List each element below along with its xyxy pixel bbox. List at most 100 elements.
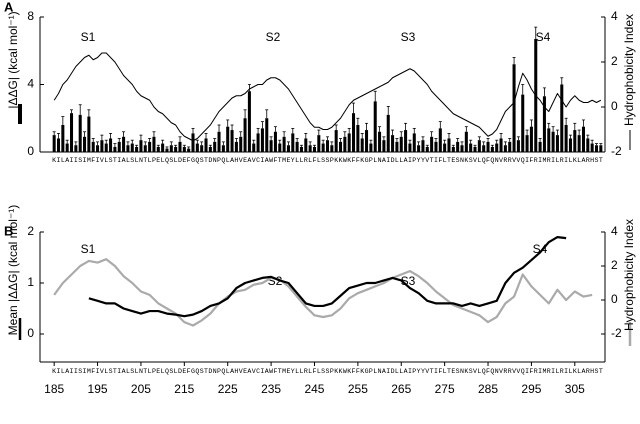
residue-letter: S bbox=[200, 157, 204, 164]
residue-letter: A bbox=[65, 368, 69, 375]
bar bbox=[404, 130, 408, 152]
bar bbox=[338, 141, 343, 152]
residue-letter: V bbox=[100, 157, 104, 164]
bar bbox=[495, 143, 499, 152]
residue-letter: W bbox=[269, 157, 273, 164]
bar bbox=[304, 138, 308, 152]
residue-letter: R bbox=[547, 157, 551, 164]
residue-letter: R bbox=[503, 368, 507, 375]
bar bbox=[369, 143, 373, 152]
residue-letter: P bbox=[369, 368, 373, 375]
residue-letter: S bbox=[109, 157, 113, 164]
residue-letter: I bbox=[434, 368, 438, 375]
x-tick-label: 225 bbox=[218, 382, 238, 396]
bar bbox=[469, 143, 473, 152]
bar bbox=[373, 101, 377, 152]
residue-letter: E bbox=[182, 368, 186, 375]
residue-letter: W bbox=[343, 368, 347, 375]
x-tick-label: 195 bbox=[88, 382, 108, 396]
y2-tick-label: 0 bbox=[611, 292, 618, 306]
line bbox=[53, 52, 602, 142]
bar bbox=[165, 148, 169, 152]
bar bbox=[247, 91, 251, 152]
bar bbox=[451, 146, 455, 152]
residue-letter: D bbox=[391, 157, 395, 164]
bar bbox=[564, 125, 568, 152]
residue-letter: L bbox=[317, 368, 321, 375]
residue-letter: A bbox=[230, 368, 234, 375]
residue-letter: R bbox=[534, 368, 538, 375]
residue-letter: S bbox=[130, 157, 134, 164]
residue-letter: M bbox=[282, 157, 286, 164]
residue-letter: L bbox=[295, 157, 299, 164]
residue-letter: E bbox=[243, 368, 247, 375]
residue-letter: K bbox=[347, 368, 351, 375]
residue-letter: L bbox=[555, 157, 559, 164]
bar bbox=[347, 133, 351, 152]
residue-letter: L bbox=[226, 368, 230, 375]
residue-letter: P bbox=[217, 157, 221, 164]
residue-letter: A bbox=[382, 157, 386, 164]
residue-letter: D bbox=[208, 157, 212, 164]
residue-letter: L bbox=[477, 157, 481, 164]
residue-letter: R bbox=[304, 368, 308, 375]
residue-letter: Y bbox=[291, 368, 295, 375]
residue-letter: L bbox=[399, 368, 403, 375]
bar bbox=[169, 145, 173, 152]
residue-letter: R bbox=[560, 368, 564, 375]
residue-letter: M bbox=[87, 157, 91, 164]
residue-letter: Y bbox=[417, 368, 421, 375]
bar bbox=[486, 141, 490, 152]
residue-letter: Q bbox=[521, 157, 525, 164]
residue-letter: Y bbox=[291, 157, 295, 164]
y-tick-label: 1 bbox=[27, 275, 34, 289]
residue-letter: I bbox=[408, 368, 412, 375]
residue-letter: I bbox=[74, 368, 78, 375]
x-tick-label: 205 bbox=[131, 382, 151, 396]
residue-letter: V bbox=[252, 157, 256, 164]
residue-letter: S bbox=[200, 368, 204, 375]
bar bbox=[312, 146, 317, 152]
bar bbox=[599, 145, 603, 152]
bar bbox=[195, 143, 199, 152]
residue-letter: R bbox=[534, 157, 538, 164]
bar bbox=[117, 141, 121, 152]
bar bbox=[547, 128, 551, 152]
residue-letter: K bbox=[52, 368, 56, 375]
residue-letter: V bbox=[512, 368, 516, 375]
bar bbox=[187, 148, 191, 152]
residue-letter: F bbox=[486, 157, 490, 164]
residue-letter: I bbox=[538, 368, 542, 375]
residue-letter: L bbox=[373, 157, 377, 164]
bar bbox=[551, 131, 555, 152]
residue-letter: L bbox=[555, 368, 559, 375]
residue-letter: K bbox=[347, 157, 351, 164]
residue-letter: R bbox=[304, 157, 308, 164]
x-tick-label: 235 bbox=[261, 382, 281, 396]
bar bbox=[382, 140, 386, 152]
bar bbox=[200, 145, 204, 152]
residue-letter: D bbox=[208, 368, 212, 375]
residue-letter: G bbox=[365, 157, 369, 164]
residue-letter: I bbox=[57, 157, 61, 164]
residue-letter: A bbox=[404, 157, 408, 164]
bar bbox=[417, 145, 421, 152]
residue-letter: L bbox=[568, 157, 572, 164]
residue-letter: L bbox=[568, 368, 572, 375]
residue-letter: Y bbox=[421, 157, 425, 164]
y-tick-label: 0 bbox=[27, 326, 34, 340]
residue-letter: I bbox=[434, 157, 438, 164]
bar bbox=[356, 125, 360, 152]
residue-letter: V bbox=[100, 368, 104, 375]
bar bbox=[360, 138, 364, 152]
residue-letter: N bbox=[495, 368, 499, 375]
residue-letter: V bbox=[512, 157, 516, 164]
residue-letter: E bbox=[243, 157, 247, 164]
residue-letter: F bbox=[312, 157, 316, 164]
residue-letter: P bbox=[412, 368, 416, 375]
residue-letter: A bbox=[581, 157, 585, 164]
residue-letter: K bbox=[464, 157, 468, 164]
bar bbox=[460, 145, 464, 152]
residue-letter: L bbox=[161, 157, 165, 164]
residue-letter: M bbox=[542, 368, 546, 375]
